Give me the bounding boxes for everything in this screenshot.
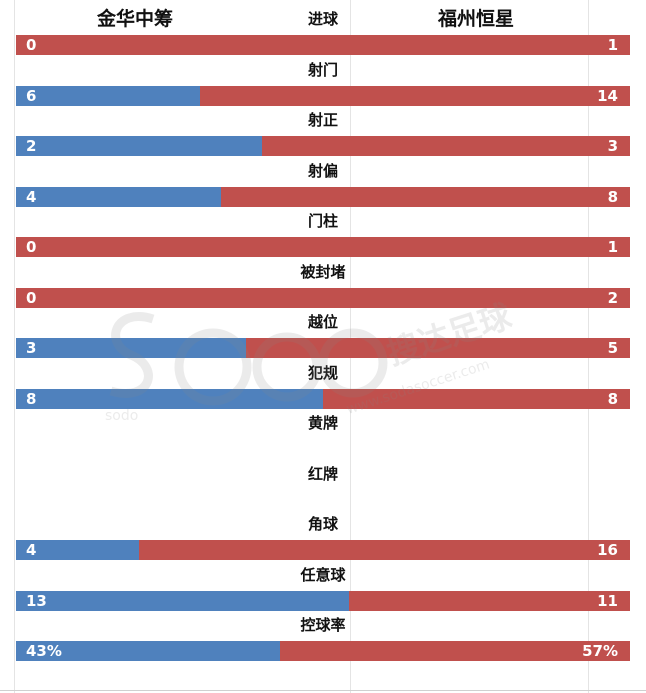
home-value-label: 2 xyxy=(26,137,37,155)
gridline xyxy=(14,0,15,693)
away-value-label: 5 xyxy=(607,339,618,357)
stat-label: 射门 xyxy=(307,60,338,79)
stat-label: 射正 xyxy=(307,111,338,129)
away-value-label: 11 xyxy=(597,591,618,610)
stat-label: 越位 xyxy=(307,313,338,331)
watermark-d-ring xyxy=(252,332,322,402)
stat-bar: 13 11 xyxy=(16,590,630,611)
watermark-brand-text: 搜达足球 xyxy=(382,297,516,373)
stat-label: 任意球 xyxy=(300,565,346,584)
home-bar-segment xyxy=(16,85,200,106)
stat-bar: 4 16 xyxy=(16,540,630,560)
home-bar-segment xyxy=(16,540,139,560)
watermark-logo-text: sodo xyxy=(105,408,138,424)
home-value-label: 4 xyxy=(26,541,37,559)
away-value-label: 1 xyxy=(607,238,618,256)
stat-label: 犯规 xyxy=(307,363,338,382)
home-value-label: 0 xyxy=(26,36,37,54)
home-value-label: 4 xyxy=(26,187,37,206)
stat-label: 黄牌 xyxy=(307,414,338,432)
home-value-label: 3 xyxy=(26,339,37,357)
stat-bar: 6 14 xyxy=(16,85,630,106)
away-value-label: 16 xyxy=(597,541,618,559)
home-value-label: 13 xyxy=(26,591,47,610)
home-value-label: 0 xyxy=(26,238,37,256)
watermark-o-ring xyxy=(174,328,252,406)
away-value-label: 3 xyxy=(607,137,618,155)
away-value-label: 14 xyxy=(597,86,618,105)
home-bar-segment xyxy=(16,136,262,156)
watermark-s-shape xyxy=(109,312,155,398)
home-value-label: 8 xyxy=(26,389,37,408)
away-team-name: 福州恒星 xyxy=(438,8,515,30)
away-value-label: 57% xyxy=(582,642,618,660)
stat-bar: 43% 57% xyxy=(16,641,630,661)
home-value-label: 6 xyxy=(26,86,37,105)
home-team-name: 金华中筹 xyxy=(97,8,174,30)
stat-label: 进球 xyxy=(307,10,338,28)
watermark-o-ring xyxy=(318,328,388,398)
away-value-label: 8 xyxy=(607,389,618,408)
bottom-border xyxy=(0,690,646,691)
stat-label: 红牌 xyxy=(307,464,338,483)
home-bar-segment xyxy=(16,186,221,207)
stat-label: 角球 xyxy=(307,515,338,533)
home-bar-segment xyxy=(16,641,280,661)
home-bar-segment xyxy=(16,388,323,409)
stat-label: 控球率 xyxy=(300,616,346,634)
away-value-label: 1 xyxy=(607,36,618,54)
home-value-label: 0 xyxy=(26,288,37,307)
home-value-label: 43% xyxy=(26,642,62,660)
stat-label: 射偏 xyxy=(307,161,338,180)
home-bar-segment xyxy=(16,590,349,611)
home-bar-segment xyxy=(16,338,246,358)
stat-label: 门柱 xyxy=(307,212,338,230)
away-value-label: 8 xyxy=(607,187,618,206)
away-value-label: 2 xyxy=(607,288,618,307)
stat-label: 被封堵 xyxy=(300,262,346,281)
sodasoccer-watermark: sodo 搜达足球 www.sodasoccer.com xyxy=(105,297,517,424)
